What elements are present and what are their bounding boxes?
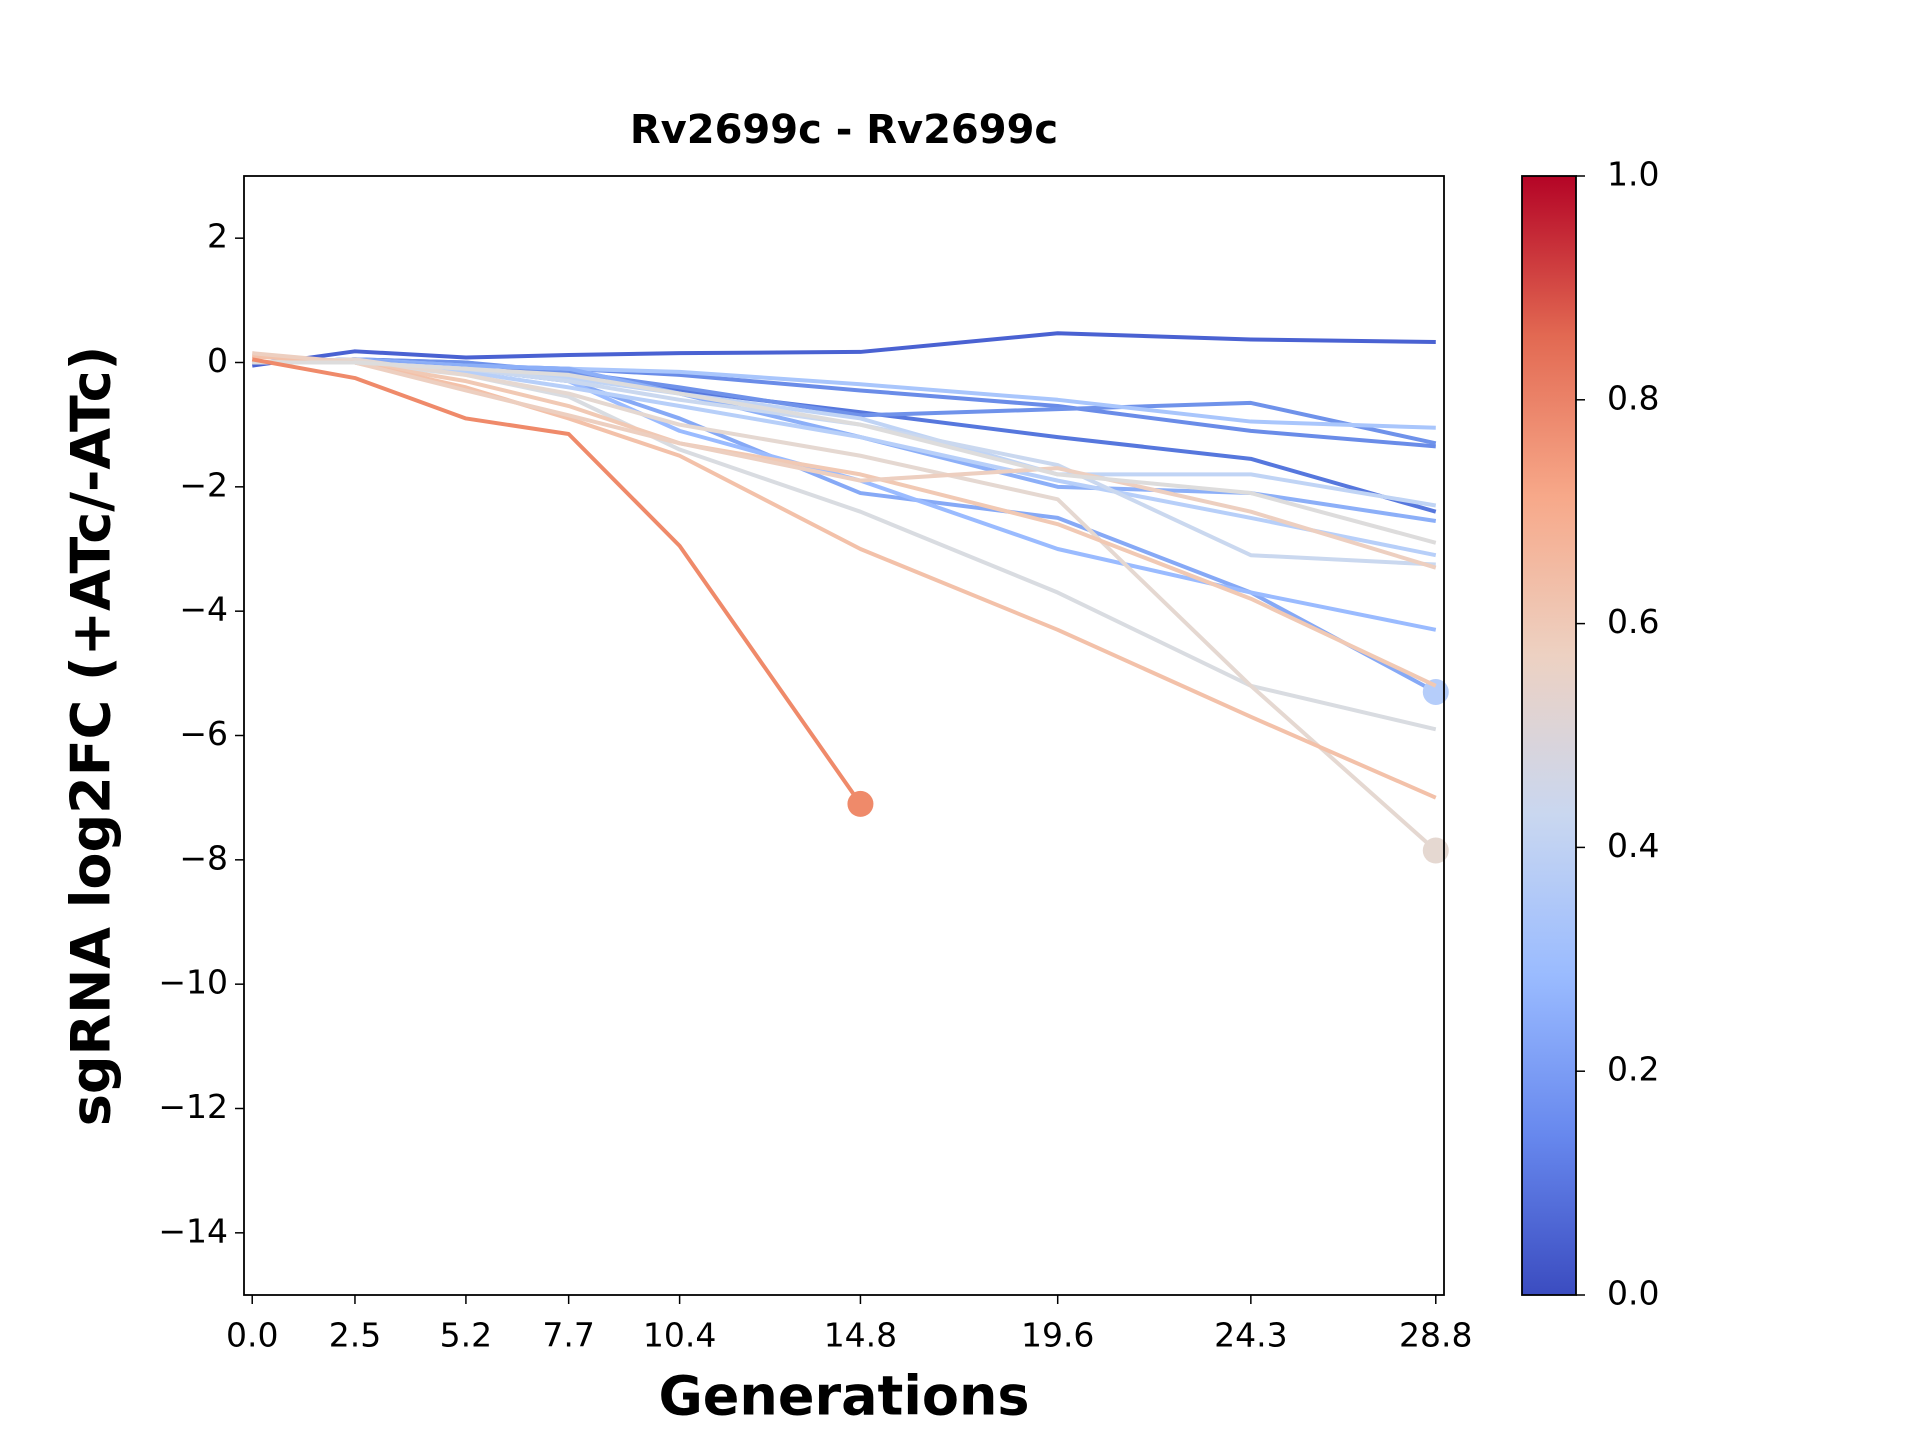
x-tick-label: 2.5 [329,1316,381,1355]
y-tick-label: −12 [158,1087,228,1126]
x-tick-label: 7.7 [542,1316,594,1355]
y-tick-label: −4 [179,590,228,629]
colorbar-tick-label: 1.0 [1607,155,1659,194]
y-tick-label: −2 [179,465,228,504]
series-line [252,360,1436,567]
series-line [252,360,1437,545]
x-tick-label: 14.8 [824,1316,897,1355]
series-line [252,351,1437,570]
colorbar-tick-label: 0.0 [1607,1274,1659,1313]
y-tick-label: 0 [207,341,228,380]
x-tick-label: 10.4 [643,1316,716,1355]
colorbar-tick-label: 0.2 [1607,1050,1659,1089]
series-line [251,357,863,806]
series-line [251,331,1436,368]
colorbar-tick-label: 0.8 [1607,378,1659,417]
y-tick-label: 2 [207,217,228,256]
series-line [252,360,1437,732]
x-tick-label: 24.3 [1214,1316,1287,1355]
x-tick-label: 0.0 [226,1316,278,1355]
colorbar-tick-label: 0.6 [1607,602,1659,641]
y-tick-label: −8 [179,838,228,877]
chart-title: Rv2699c - Rv2699c [630,107,1058,153]
end-marker [1422,678,1449,705]
y-axis-label: sgRNA log2FC (+ATc/-ATc) [60,346,123,1127]
end-marker [1422,837,1449,864]
colorbar-tick-label: 0.4 [1607,826,1659,865]
x-tick-label: 28.8 [1399,1316,1472,1355]
y-tick-label: −6 [179,714,228,753]
y-tick-label: −10 [158,963,228,1002]
y-tick-label: −14 [158,1211,228,1250]
end-marker [847,790,874,817]
x-tick-label: 5.2 [440,1316,492,1355]
x-axis-label: Generations [658,1365,1029,1428]
plot-frame [243,175,1445,1296]
series-line [252,360,1437,558]
colorbar [1521,175,1577,1296]
x-tick-label: 19.6 [1021,1316,1094,1355]
series-line [252,357,1437,694]
